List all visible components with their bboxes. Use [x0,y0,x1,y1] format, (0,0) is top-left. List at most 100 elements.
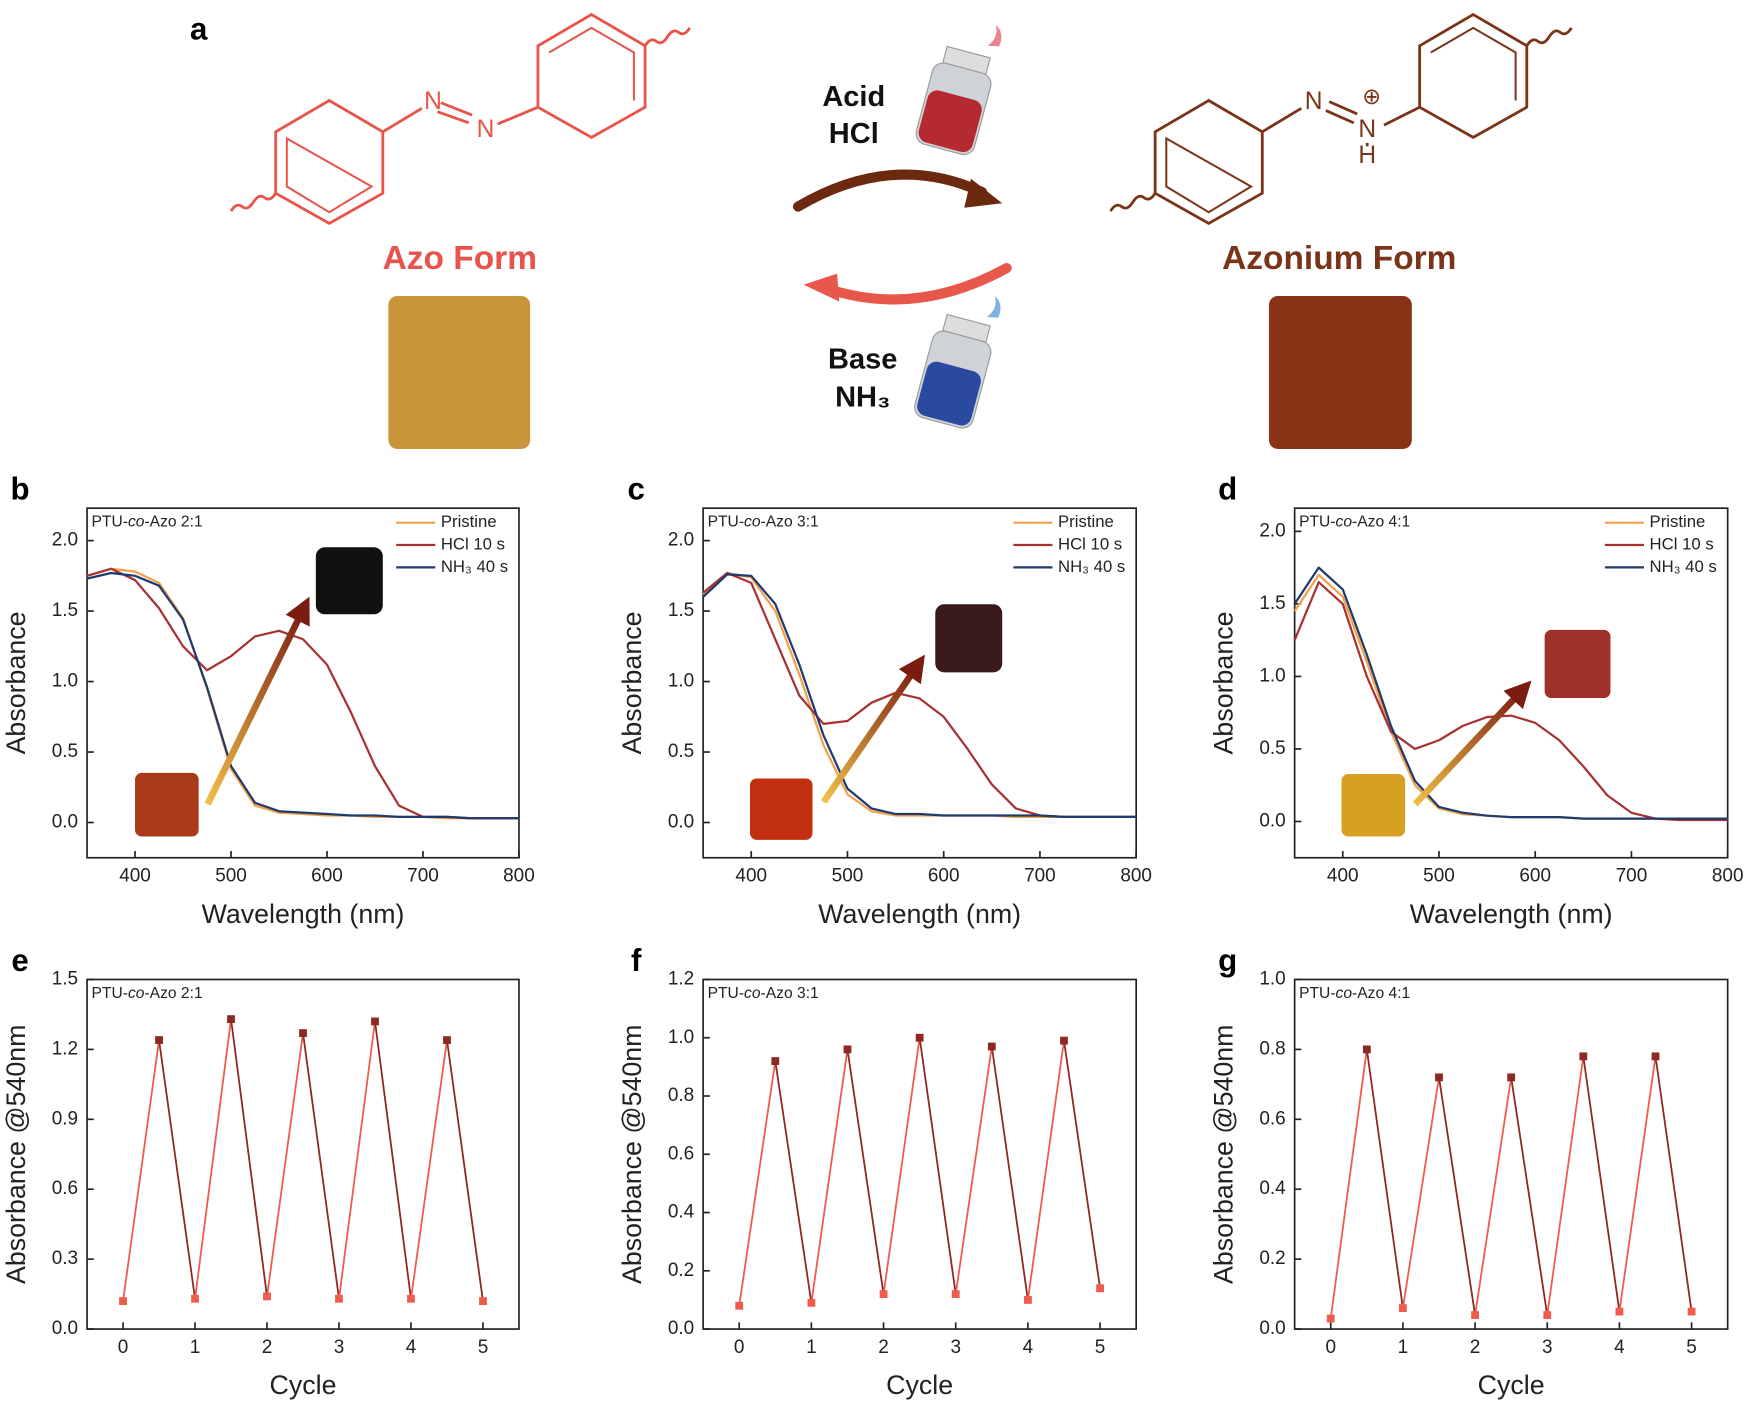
swatch [135,772,199,837]
x-tick-label: 0 [734,1337,745,1358]
cycle-point [843,1045,852,1054]
acid-arrow [792,169,988,212]
cycle-point [1507,1073,1516,1082]
cycle-point [1687,1307,1696,1316]
x-tick-label: 1 [1398,1337,1409,1358]
x-tick-label: 5 [1686,1337,1697,1358]
panel-label: b [11,472,30,507]
base-arrow [820,263,1012,305]
acid-vial [915,24,1002,156]
x-tick-label: 5 [478,1337,489,1358]
cycle-segment [882,1037,921,1295]
cycle-segment [158,1039,196,1299]
chart: e 0.0 0.3 0.6 0.9 1.2 1.5 0 1 2 3 4 5 Cycle Absorbance… [1,943,520,1400]
x-tick-label: 600 [311,866,343,887]
y-tick-label: 1.0 [1259,968,1285,989]
legend-label: Pristine [1650,512,1706,531]
y-tick-label: 1.5 [1259,593,1285,614]
y-tick-label: 0.4 [1259,1178,1285,1199]
panel-label: f [631,943,642,978]
y-axis-title: Absorbance @540nm [1209,1024,1239,1284]
legend-label: NH₃ 40 s [1058,557,1125,576]
y-tick-label: 1.0 [668,671,694,692]
x-tick-label: 0 [118,1337,129,1358]
x-tick-label: 1 [190,1337,201,1358]
annotation-part: PTU- [1299,985,1335,1002]
cycle-point [1398,1304,1407,1312]
y-tick-label: 0.6 [668,1143,694,1164]
x-tick-label: 700 [407,866,439,887]
cycle-point [951,1290,960,1299]
cycle-segment [1510,1077,1549,1316]
annotation-part: PTU- [1299,514,1335,531]
cycle-segment [374,1021,412,1299]
cycle-point [1060,1036,1068,1045]
y-tick-label: 1.2 [668,968,694,989]
atom: N [1305,88,1323,115]
y-tick-label: 0.4 [668,1202,694,1223]
swatch [315,547,383,615]
y-tick-label: 2.0 [668,530,694,551]
legend-label: NH₃ 40 s [1650,557,1717,576]
y-axis-title: Absorbance [1209,611,1239,754]
swatches [135,547,1611,840]
chart: b 0.0 0.5 1.0 1.5 2.0 400 500 600 700 800 Wavelengt… [1,472,535,929]
cycle-segment [810,1049,849,1303]
spectrum-line [1293,566,1728,820]
arrowhead [964,178,1003,208]
y-tick-label: 1.5 [52,968,78,989]
chart: f 0.0 0.2 0.4 0.6 0.8 1.0 1.2 0 1 2 3 4 5 Cycle Absorba… [617,943,1137,1400]
chart: g 0.0 0.2 0.4 0.6 0.8 1.0 0 1 2 3 4 5 Cycle Absorbance… [1209,943,1729,1400]
cycle-segment [446,1039,484,1302]
y-tick-label: 0.2 [1259,1248,1285,1269]
legend-label: Pristine [441,512,497,531]
x-tick-label: 4 [1614,1337,1625,1358]
cycle-segment [1618,1056,1657,1312]
cycle-point [1471,1311,1479,1319]
legend-label: Pristine [1058,512,1114,531]
x-axis-title: Wavelength (nm) [818,899,1021,929]
x-tick-label: 1 [806,1337,817,1358]
annotation-part: -Azo 4:1 [1352,514,1410,531]
cycle-point [263,1292,271,1301]
y-tick-label: 0.0 [1259,810,1285,831]
annotation: PTU-co-Azo 3:1 [708,985,819,1002]
y-tick-label: 0.9 [52,1108,78,1129]
chart: c 0.0 0.5 1.0 1.5 2.0 400 500 600 700 800 Wavelengt… [617,472,1152,929]
x-tick-label: 5 [1095,1337,1106,1358]
y-tick-label: 1.5 [668,600,694,621]
legend-label: HCl 10 s [1650,534,1714,553]
cycle-point [1615,1307,1624,1316]
cycle-point [807,1298,816,1307]
x-tick-label: 2 [878,1337,889,1358]
annotation: PTU-co-Azo 2:1 [92,985,203,1002]
atom: N [477,116,495,143]
x-axis-title: Cycle [270,1370,337,1400]
cycle-point [119,1297,127,1305]
x-tick-label: 700 [1024,866,1056,887]
y-tick-label: 2.0 [1259,520,1285,541]
cycle-point [227,1015,235,1024]
y-axis-title: Absorbance @540nm [617,1024,647,1284]
cycle-segment [1365,1049,1404,1309]
cycle-point [155,1036,163,1044]
azo-structure [229,12,691,225]
y-axis-title: Absorbance @540nm [1,1024,31,1284]
y-tick-label: 0.0 [668,812,694,833]
x-tick-label: 400 [119,866,151,887]
x-tick-label: 800 [503,866,535,887]
annotation-part: PTU- [92,985,128,1002]
y-tick-label: 1.0 [1259,665,1285,686]
acid-label: Acid [822,81,885,113]
legend-label: NH₃ 40 s [441,557,508,576]
azo-form-label: Azo Form [383,240,537,277]
y-tick-label: 0.5 [668,741,694,762]
annotation-part: PTU- [708,985,744,1002]
cycle-segment [230,1018,268,1297]
charge: ⊕ [1362,84,1381,109]
y-tick-label: 0.0 [52,812,78,833]
y-tick-label: 0.8 [1259,1038,1285,1059]
cycle-segment [918,1037,957,1295]
base-label: Base [828,343,897,375]
